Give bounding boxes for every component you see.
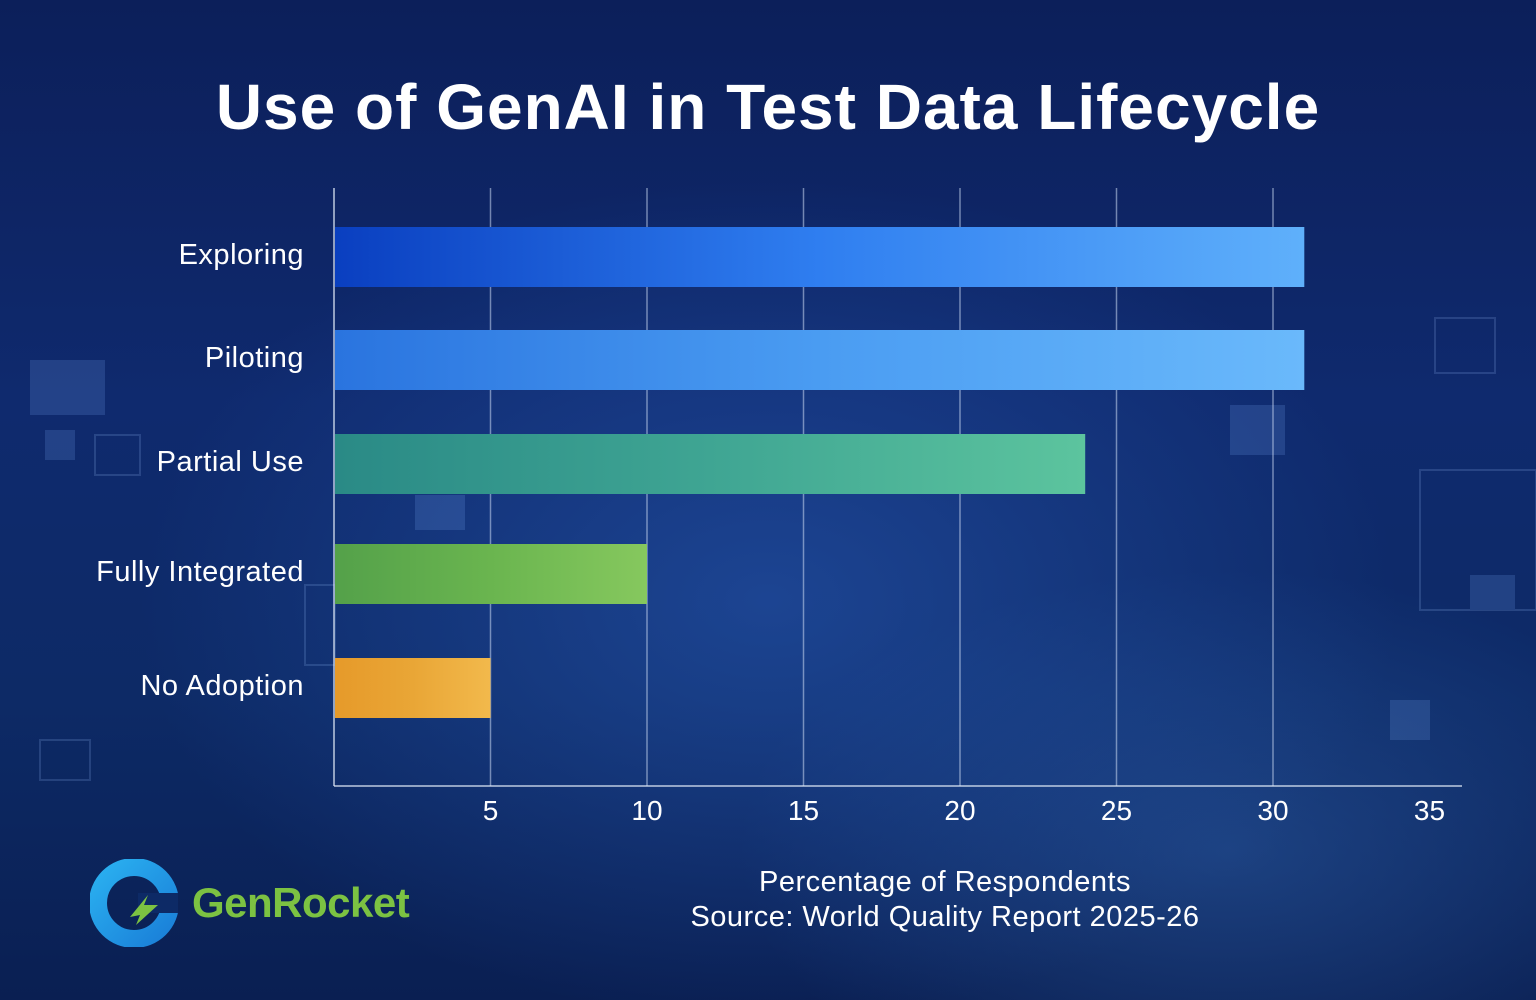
x-axis-label: Percentage of Respondents bbox=[758, 866, 1132, 898]
x-tick-label: 30 bbox=[1257, 795, 1289, 826]
bar-no-adoption bbox=[335, 658, 491, 718]
category-label: Exploring bbox=[178, 239, 304, 271]
x-tick-label: 25 bbox=[1100, 795, 1133, 826]
x-tick-label: 20 bbox=[944, 795, 976, 826]
bars bbox=[335, 227, 1305, 718]
source-note: Source: World Quality Report 2025-26 bbox=[690, 901, 1200, 933]
category-label: Piloting bbox=[204, 342, 304, 374]
genrocket-logo: GenRocket bbox=[90, 858, 420, 948]
bar-exploring bbox=[335, 227, 1305, 287]
background-decoration bbox=[30, 317, 1536, 781]
x-tick-label: 5 bbox=[482, 795, 499, 826]
bar-fully-integrated bbox=[335, 544, 647, 604]
category-label: Partial Use bbox=[156, 446, 304, 478]
x-tick-label: 10 bbox=[631, 795, 663, 826]
axes bbox=[333, 188, 1462, 787]
genrocket-logo-icon bbox=[90, 859, 178, 947]
bar-piloting bbox=[335, 330, 1305, 390]
category-label: No Adoption bbox=[140, 670, 304, 702]
chart-title: Use of GenAI in Test Data Lifecycle bbox=[215, 71, 1321, 143]
x-tick-label: 15 bbox=[787, 795, 820, 826]
brand-name: GenRocket bbox=[192, 879, 410, 926]
category-label: Fully Integrated bbox=[96, 556, 304, 588]
bar-partial-use bbox=[335, 434, 1086, 494]
x-tick-label: 35 bbox=[1413, 795, 1446, 826]
